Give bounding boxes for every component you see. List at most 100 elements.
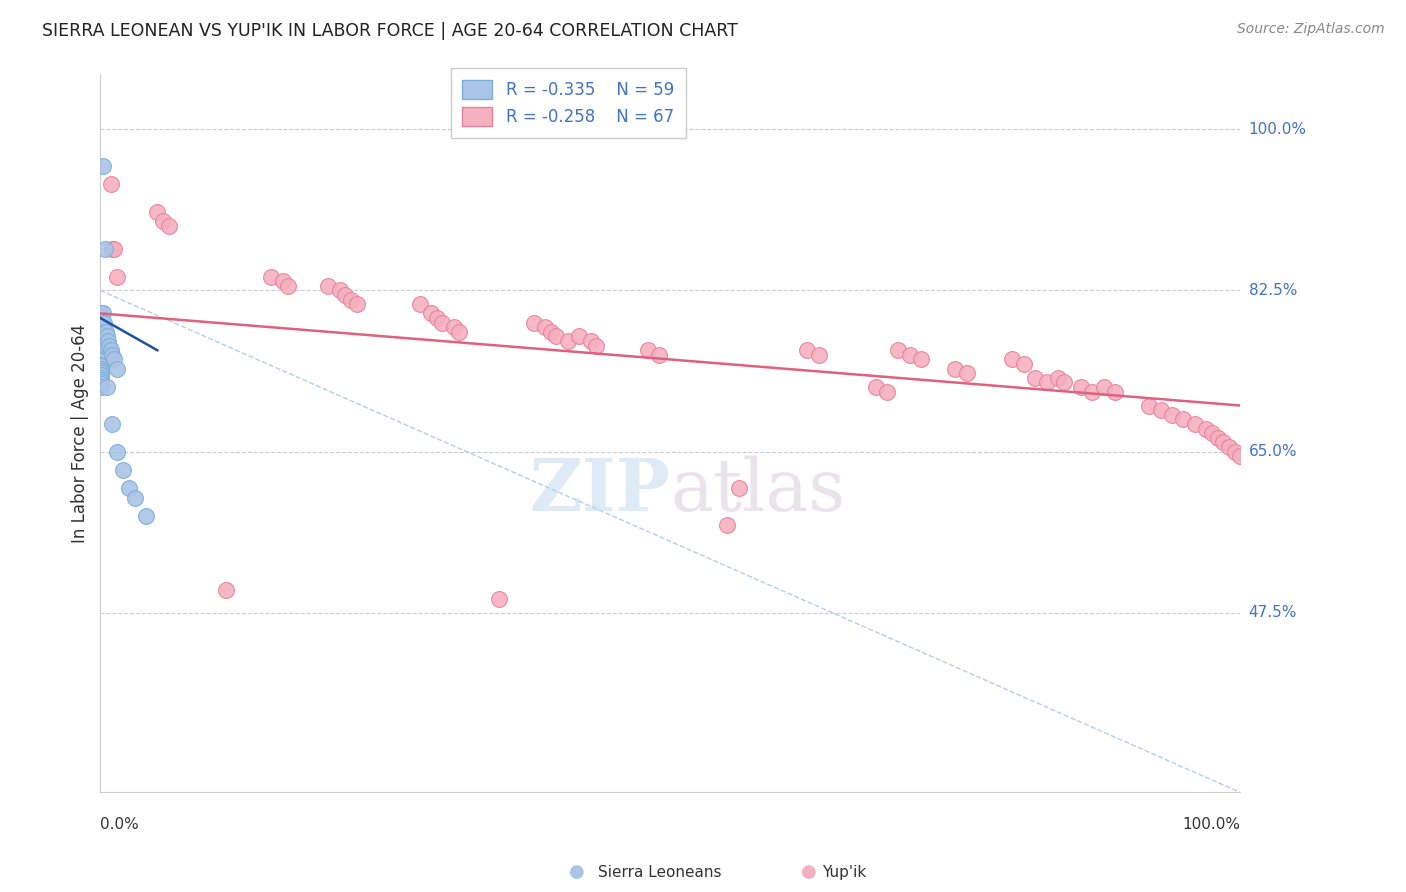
Point	[107, 361, 129, 376]
Point	[579, 334, 602, 348]
Point	[90, 328, 112, 343]
Legend: R = -0.335    N = 59, R = -0.258    N = 67: R = -0.335 N = 59, R = -0.258 N = 67	[451, 68, 686, 138]
Point	[107, 269, 129, 284]
Point	[91, 325, 114, 339]
Point	[90, 368, 112, 383]
Point	[335, 288, 357, 302]
Point	[1092, 380, 1115, 394]
Point	[91, 316, 114, 330]
Point	[90, 342, 112, 356]
Point	[100, 417, 122, 431]
Point	[94, 325, 117, 339]
Point	[91, 343, 114, 358]
Point	[118, 482, 141, 496]
Point	[443, 320, 465, 334]
Point	[956, 366, 979, 380]
Text: 47.5%: 47.5%	[1249, 606, 1296, 620]
Text: atlas: atlas	[671, 456, 845, 526]
Point	[1173, 412, 1195, 426]
Point	[100, 242, 122, 256]
Point	[135, 509, 157, 524]
Point	[277, 278, 299, 293]
Point	[329, 284, 352, 298]
Point	[91, 159, 114, 173]
Point	[90, 371, 112, 385]
Point	[93, 325, 115, 339]
Point	[90, 377, 112, 392]
Point	[546, 329, 568, 343]
Point	[318, 278, 340, 293]
Point	[94, 329, 117, 343]
Point	[1012, 357, 1035, 371]
Text: Yup'ik: Yup'ik	[823, 865, 866, 880]
Point	[90, 363, 112, 377]
Point	[887, 343, 910, 358]
Point	[90, 306, 112, 320]
Point	[540, 325, 562, 339]
Point	[90, 350, 112, 364]
Point	[1001, 352, 1024, 367]
Point	[449, 325, 471, 339]
Point	[90, 326, 112, 341]
Point	[534, 320, 557, 334]
Point	[90, 339, 112, 353]
Point	[637, 343, 659, 358]
Point	[1081, 384, 1104, 399]
Text: 0.0%: 0.0%	[100, 817, 139, 832]
Point	[1149, 403, 1171, 417]
Point	[1184, 417, 1206, 431]
Point	[90, 357, 112, 371]
Point	[340, 293, 363, 307]
Point	[522, 316, 544, 330]
Point	[90, 373, 112, 387]
Point	[1137, 399, 1160, 413]
Point	[716, 518, 738, 533]
Text: 100.0%: 100.0%	[1249, 121, 1306, 136]
Point	[90, 348, 112, 362]
Point	[1024, 371, 1046, 385]
Point	[90, 359, 112, 373]
Point	[408, 297, 430, 311]
Point	[1195, 421, 1218, 435]
Point	[97, 334, 120, 348]
Point	[1046, 371, 1069, 385]
Point	[568, 329, 591, 343]
Point	[103, 352, 125, 367]
Point	[1212, 435, 1234, 450]
Point	[91, 334, 114, 348]
Point	[98, 339, 121, 353]
Point	[112, 463, 135, 477]
Point	[100, 178, 122, 192]
Point	[488, 591, 510, 606]
Text: ●: ●	[568, 863, 585, 881]
Point	[90, 325, 112, 339]
Point	[152, 214, 174, 228]
Point	[807, 348, 830, 362]
Point	[1104, 384, 1126, 399]
Point	[90, 320, 112, 334]
Point	[90, 366, 112, 380]
Point	[426, 311, 449, 326]
Point	[557, 334, 579, 348]
Text: 100.0%: 100.0%	[1182, 817, 1240, 832]
Point	[90, 335, 112, 350]
Point	[1201, 426, 1223, 441]
Point	[90, 352, 112, 367]
Point	[1223, 444, 1246, 458]
Point	[90, 343, 112, 358]
Point	[90, 311, 112, 326]
Point	[90, 332, 112, 346]
Point	[93, 334, 115, 348]
Point	[94, 242, 117, 256]
Point	[94, 339, 117, 353]
Point	[90, 354, 112, 368]
Point	[865, 380, 887, 394]
Point	[90, 380, 112, 394]
Point	[260, 269, 283, 284]
Text: 65.0%: 65.0%	[1249, 444, 1298, 459]
Point	[96, 329, 118, 343]
Point	[1229, 449, 1251, 463]
Point	[90, 376, 112, 390]
Point	[94, 339, 117, 353]
Point	[727, 482, 749, 496]
